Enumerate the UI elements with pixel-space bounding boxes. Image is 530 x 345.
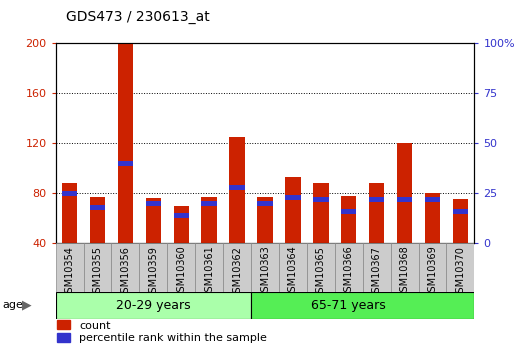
Bar — [425, 197, 440, 202]
Text: GSM10361: GSM10361 — [204, 246, 214, 298]
Bar — [307, 243, 335, 292]
Bar — [90, 205, 105, 210]
Text: GSM10365: GSM10365 — [316, 246, 326, 298]
Text: GSM10366: GSM10366 — [344, 246, 354, 298]
Bar — [62, 191, 77, 196]
Bar — [258, 201, 272, 206]
Bar — [84, 243, 111, 292]
Bar — [139, 243, 167, 292]
Bar — [335, 243, 363, 292]
Bar — [90, 197, 105, 243]
Bar — [453, 209, 468, 214]
Bar — [167, 243, 195, 292]
Bar — [363, 243, 391, 292]
Bar — [111, 243, 139, 292]
Bar — [341, 209, 356, 214]
Bar — [229, 137, 245, 243]
Bar — [341, 196, 356, 243]
Bar — [223, 243, 251, 292]
Legend: count, percentile rank within the sample: count, percentile rank within the sample — [57, 320, 267, 343]
Text: GSM10359: GSM10359 — [148, 246, 158, 298]
Text: GSM10363: GSM10363 — [260, 246, 270, 298]
Bar — [56, 243, 84, 292]
Text: GSM10368: GSM10368 — [400, 246, 410, 298]
Bar — [201, 197, 217, 243]
Bar — [313, 183, 329, 243]
Bar — [391, 243, 419, 292]
Bar — [446, 243, 474, 292]
Text: GSM10360: GSM10360 — [176, 246, 186, 298]
Bar — [118, 43, 133, 243]
Bar — [195, 243, 223, 292]
Text: 20-29 years: 20-29 years — [116, 299, 191, 312]
Text: ▶: ▶ — [22, 299, 32, 312]
Text: GSM10369: GSM10369 — [428, 246, 437, 298]
Bar — [369, 197, 384, 202]
Bar — [56, 292, 251, 319]
Bar — [62, 183, 77, 243]
Bar — [285, 177, 301, 243]
Text: GDS473 / 230613_at: GDS473 / 230613_at — [66, 10, 210, 24]
Bar — [146, 201, 161, 206]
Bar — [251, 243, 279, 292]
Bar — [285, 195, 301, 200]
Text: GSM10355: GSM10355 — [93, 246, 102, 299]
Bar — [419, 243, 446, 292]
Bar — [397, 143, 412, 243]
Text: 65-71 years: 65-71 years — [311, 299, 386, 312]
Bar — [279, 243, 307, 292]
Bar — [229, 185, 245, 190]
Bar — [453, 199, 468, 243]
Bar — [397, 197, 412, 202]
Text: GSM10356: GSM10356 — [120, 246, 130, 298]
Bar — [258, 197, 272, 243]
Text: GSM10367: GSM10367 — [372, 246, 382, 298]
Bar — [174, 206, 189, 243]
Bar — [146, 198, 161, 243]
Bar — [118, 161, 133, 166]
Text: GSM10354: GSM10354 — [65, 246, 75, 298]
Text: GSM10362: GSM10362 — [232, 246, 242, 298]
Bar — [251, 292, 474, 319]
Text: GSM10364: GSM10364 — [288, 246, 298, 298]
Text: GSM10370: GSM10370 — [455, 246, 465, 298]
Bar — [174, 213, 189, 218]
Text: age: age — [3, 300, 23, 310]
Bar — [425, 193, 440, 243]
Bar — [201, 201, 217, 206]
Bar — [369, 183, 384, 243]
Bar — [313, 197, 329, 202]
